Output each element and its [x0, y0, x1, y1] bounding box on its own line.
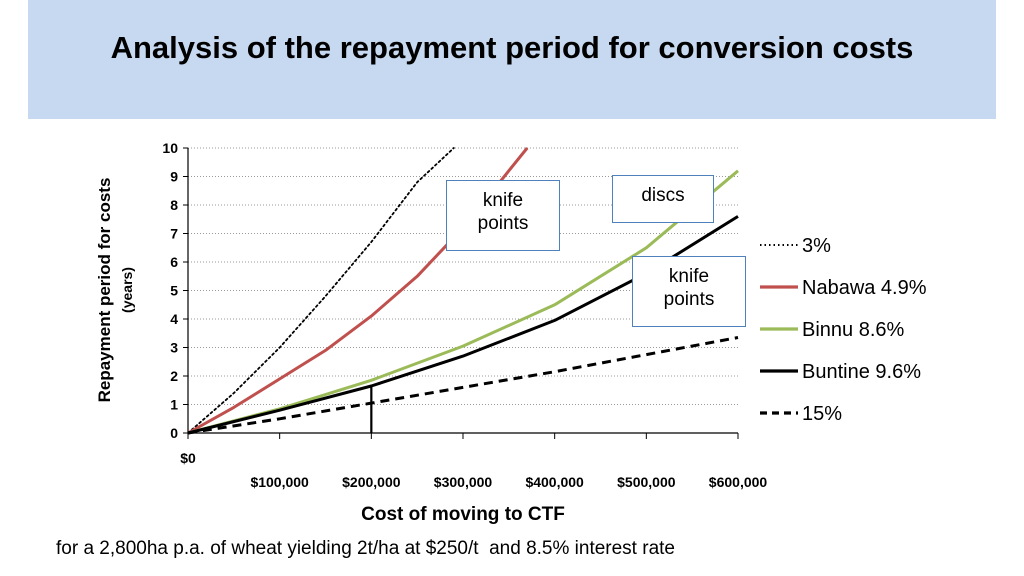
y-tick-label: 3 [170, 340, 178, 356]
legend-label-4: 15% [802, 403, 842, 425]
y-tick-label: 10 [162, 140, 178, 156]
legend-label-1: Nabawa 4.9% [802, 277, 927, 299]
axis-layer: 0 1 2 3 4 5 6 7 8 9 10 $0 $100,000 $200,000 $300,000 $4… [162, 140, 767, 490]
y-axis-label: Repayment period for costs [95, 178, 114, 403]
title-band [28, 0, 996, 119]
x-tick-label: $500,000 [617, 474, 676, 490]
y-tick-label: 2 [170, 368, 178, 384]
series-line-4 [187, 336, 739, 435]
x-axis-label: Cost of moving to CTF [361, 504, 565, 525]
y-tick-label: 4 [170, 311, 178, 327]
y-tick-label: 8 [170, 197, 178, 213]
y-axis-label-sub: (years) [119, 267, 135, 313]
y-tick-label: 9 [170, 169, 178, 185]
legend-label-2: Binnu 8.6% [802, 319, 905, 341]
callout-knife-points-upper: knife points [446, 180, 560, 251]
callout-discs: discs [612, 175, 714, 223]
y-tick-label: 6 [170, 254, 178, 270]
y-tick-label: 7 [170, 226, 178, 242]
legend-layer: 3% Nabawa 4.9% Binnu 8.6% Buntine 9.6% 15% [760, 235, 927, 425]
x-tick-label: $400,000 [525, 474, 584, 490]
y-tick-label: 1 [170, 397, 178, 413]
y-tick-label: 0 [170, 425, 178, 441]
y-tick-label: 5 [170, 283, 178, 299]
slide-title: Analysis of the repayment period for con… [110, 30, 914, 65]
legend-label-3: Buntine 9.6% [802, 361, 921, 383]
x-tick-label: $0 [180, 450, 196, 466]
x-tick-label: $300,000 [434, 474, 493, 490]
x-tick-label: $600,000 [709, 474, 768, 490]
footnote: for a 2,800ha p.a. of wheat yielding 2t/… [56, 538, 675, 559]
series-line-0 [187, 147, 455, 434]
x-tick-label: $200,000 [342, 474, 401, 490]
legend-label-0: 3% [802, 235, 831, 257]
callout-knife-points-lower: knife points [632, 256, 746, 327]
x-tick-label: $100,000 [250, 474, 309, 490]
